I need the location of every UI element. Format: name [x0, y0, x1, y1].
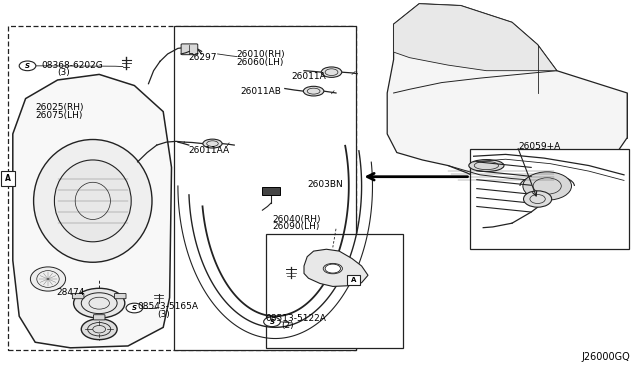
Text: A: A — [351, 277, 356, 283]
Circle shape — [126, 303, 143, 313]
Text: J26000GQ: J26000GQ — [582, 352, 630, 362]
Polygon shape — [13, 74, 172, 348]
Circle shape — [19, 61, 36, 71]
Bar — [8, 26, 356, 350]
Text: A: A — [4, 174, 11, 183]
Text: 26025(RH): 26025(RH) — [35, 103, 84, 112]
Circle shape — [325, 264, 340, 273]
FancyBboxPatch shape — [115, 294, 126, 299]
FancyBboxPatch shape — [93, 315, 105, 320]
Text: (2): (2) — [282, 321, 294, 330]
Text: 26040(RH): 26040(RH) — [272, 215, 321, 224]
Circle shape — [74, 288, 125, 318]
Ellipse shape — [33, 140, 152, 262]
Text: 26011A: 26011A — [291, 72, 326, 81]
Ellipse shape — [54, 160, 131, 242]
Text: S: S — [132, 305, 137, 311]
Text: 08513-5122A: 08513-5122A — [266, 314, 326, 323]
Polygon shape — [304, 249, 368, 286]
FancyBboxPatch shape — [347, 275, 360, 285]
Text: 28474: 28474 — [56, 288, 84, 296]
Text: (3): (3) — [157, 310, 170, 319]
Text: 26011AB: 26011AB — [240, 87, 281, 96]
FancyBboxPatch shape — [1, 171, 15, 186]
Bar — [470, 149, 629, 249]
Ellipse shape — [321, 67, 342, 77]
Text: 2603BN: 2603BN — [307, 180, 343, 189]
Circle shape — [264, 317, 280, 327]
Circle shape — [524, 191, 552, 207]
Text: 26010(RH): 26010(RH) — [237, 50, 285, 59]
Text: 26011AA: 26011AA — [189, 146, 230, 155]
Polygon shape — [387, 4, 627, 186]
Text: 26060(LH): 26060(LH) — [237, 58, 284, 67]
Text: S: S — [269, 319, 275, 325]
Text: 08543-5165A: 08543-5165A — [138, 302, 198, 311]
Text: S: S — [25, 63, 30, 69]
Text: 26075(LH): 26075(LH) — [35, 111, 83, 120]
Circle shape — [523, 172, 572, 200]
Text: 26059+A: 26059+A — [518, 142, 561, 151]
Text: 26297: 26297 — [189, 53, 218, 62]
Ellipse shape — [203, 139, 222, 148]
FancyBboxPatch shape — [181, 44, 198, 55]
Text: 26090(LH): 26090(LH) — [272, 222, 319, 231]
Ellipse shape — [468, 160, 504, 171]
Text: (3): (3) — [58, 68, 70, 77]
Ellipse shape — [303, 86, 324, 96]
Bar — [266, 234, 403, 348]
Polygon shape — [394, 4, 557, 71]
Ellipse shape — [31, 267, 65, 291]
FancyBboxPatch shape — [72, 294, 84, 299]
Bar — [174, 26, 356, 350]
Text: 08368-6202G: 08368-6202G — [42, 61, 103, 70]
FancyBboxPatch shape — [262, 187, 280, 195]
Circle shape — [81, 319, 117, 340]
